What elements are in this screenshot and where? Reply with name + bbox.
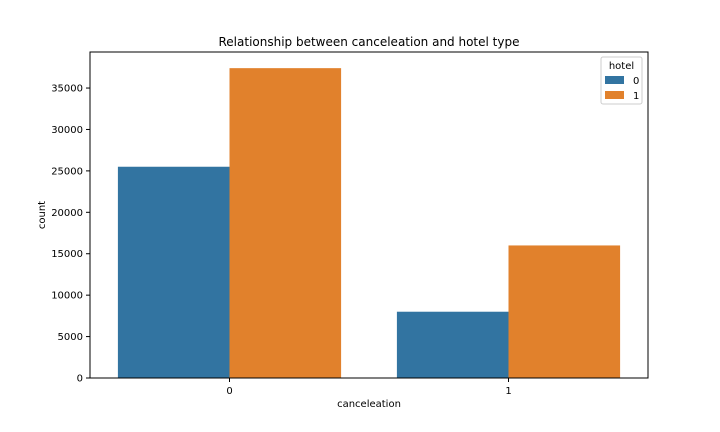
legend-label-1: 1	[633, 91, 639, 102]
y-tick-label: 0	[77, 374, 83, 385]
x-tick-label: 0	[226, 386, 232, 397]
bar-cat1-hotel1	[508, 245, 621, 378]
legend-swatch-1	[605, 91, 624, 99]
legend-title: hotel	[609, 61, 634, 72]
y-tick-label: 35000	[51, 84, 83, 95]
y-tick-label: 30000	[51, 125, 83, 136]
bar-cat1-hotel0	[396, 311, 509, 378]
plot-area	[117, 68, 621, 378]
y-tick-label: 5000	[58, 332, 83, 343]
y-axis-label: count	[37, 201, 48, 229]
legend-swatch-0	[605, 76, 624, 84]
y-tick-label: 10000	[51, 291, 83, 302]
y-axis: 0 5000 10000 15000 20000 25000 30000 35000	[51, 84, 90, 385]
x-tick-label: 1	[505, 386, 511, 397]
legend-label-0: 0	[633, 76, 639, 87]
y-tick-label: 20000	[51, 208, 83, 219]
plot-frame	[89, 51, 649, 379]
x-axis-label: canceleation	[337, 399, 401, 410]
chart-title: Relationship between canceleation and ho…	[219, 35, 520, 49]
y-tick-label: 25000	[51, 166, 83, 177]
bar-cat0-hotel1	[229, 68, 342, 378]
bar-cat0-hotel0	[117, 166, 230, 378]
legend: hotel 0 1	[600, 56, 643, 105]
y-tick-label: 15000	[51, 249, 83, 260]
